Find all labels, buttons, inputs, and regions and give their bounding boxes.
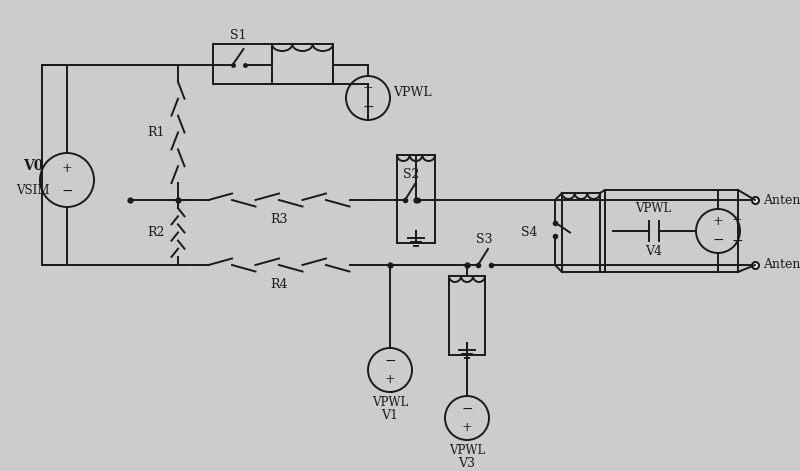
Text: −: −	[461, 402, 473, 416]
Text: +: +	[462, 421, 472, 434]
Text: VSIM: VSIM	[16, 184, 50, 196]
Text: V3: V3	[458, 457, 475, 470]
Text: R4: R4	[270, 278, 288, 291]
Text: V4: V4	[645, 245, 662, 258]
Text: V1: V1	[382, 409, 398, 422]
Text: Antenna 2: Antenna 2	[763, 259, 800, 271]
Text: −: −	[61, 184, 73, 198]
Bar	[213, 44, 333, 84]
Bar	[605, 190, 738, 272]
Text: +: +	[385, 373, 395, 386]
Text: VPWL: VPWL	[635, 202, 672, 215]
Text: −: −	[732, 234, 744, 248]
Text: +: +	[362, 82, 374, 95]
Text: Antenna 1: Antenna 1	[763, 194, 800, 206]
Text: S4: S4	[521, 226, 537, 239]
Text: R3: R3	[270, 213, 288, 226]
Text: +: +	[713, 215, 723, 228]
Text: V0: V0	[23, 159, 43, 173]
Text: +: +	[62, 162, 72, 175]
Text: VPWL: VPWL	[372, 396, 408, 409]
Text: S2: S2	[403, 168, 419, 181]
Text: −: −	[362, 100, 374, 114]
Text: VPWL: VPWL	[449, 444, 485, 457]
Text: S1: S1	[230, 29, 246, 42]
Text: S3: S3	[476, 233, 492, 246]
Text: R2: R2	[148, 226, 165, 239]
Text: −: −	[384, 354, 396, 368]
Text: −: −	[712, 233, 724, 247]
Text: VPWL: VPWL	[393, 87, 432, 99]
Text: R1: R1	[147, 126, 165, 139]
Text: +: +	[732, 214, 742, 227]
